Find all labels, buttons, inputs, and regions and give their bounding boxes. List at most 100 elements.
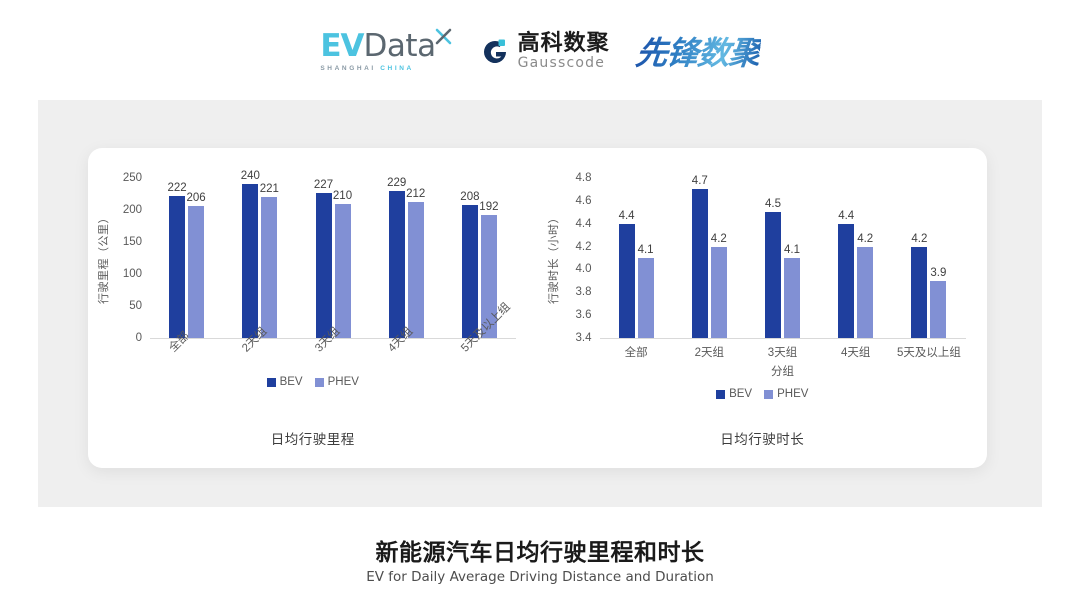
- x-axis-labels: 全部 2天组 3天组 4天组 5天及以上组: [538, 344, 988, 364]
- bar-value-label: 212: [406, 188, 426, 201]
- chart-caption: 日均行驶时长: [720, 432, 805, 447]
- xianfeng-logo: 先锋数聚: [633, 28, 762, 74]
- bar-value-label: 227: [313, 178, 334, 191]
- evdata-logo: EV Data SHANGHAI CHINA: [320, 27, 453, 72]
- bar-value-label: 4.4: [618, 209, 635, 222]
- y-tick-label: 50: [129, 300, 142, 312]
- y-tick-label: 150: [122, 236, 142, 248]
- y-tick-label: 4.0: [575, 263, 592, 276]
- y-tick-label: 0: [135, 332, 142, 344]
- chart-legend: BEV PHEV: [88, 376, 538, 388]
- bar-bev-4: [838, 223, 855, 338]
- y-tick-label: 200: [122, 204, 142, 216]
- evdata-tagline-city: SHANGHAI: [320, 64, 376, 72]
- plot-area-wrapper: 行驶时长（小时） 3.4 3.6 3.8 4.0 4.2 4.4 4.6 4.8 4.4 4.1 4.…: [538, 156, 988, 344]
- charts-row: 行驶里程（公里） 0 50 100 150 200 250 222 206 240 221 227 21…: [88, 148, 987, 468]
- bar-value-label: 208: [460, 190, 480, 203]
- bar-value-label: 206: [186, 192, 206, 205]
- legend-swatch-icon: [764, 389, 774, 399]
- logo-bar: EV Data SHANGHAI CHINA: [0, 22, 1080, 80]
- bar-bev-5: [461, 204, 478, 338]
- bar-bev-5: [911, 246, 928, 338]
- x-tick-label: 5天及以上组: [896, 347, 961, 359]
- x-spark-icon: [434, 27, 454, 47]
- bar-bev-2: [242, 184, 259, 338]
- bar-phev-1: [637, 258, 654, 338]
- legend-swatch-icon: [266, 377, 276, 387]
- gausscode-en-text: Gausscode: [517, 55, 606, 71]
- x-tick-label: 2天组: [694, 347, 724, 359]
- y-tick-label: 4.4: [575, 217, 592, 230]
- legend-label: BEV: [729, 388, 753, 400]
- x-axis-labels: 全部 2天组 3天组 4天组 5天及以上组: [88, 301, 538, 399]
- y-tick-label: 3.6: [575, 309, 592, 322]
- bar-value-label: 4.7: [691, 175, 708, 188]
- legend-swatch-icon: [716, 389, 726, 399]
- legend-item-bev[interactable]: BEV: [266, 376, 303, 388]
- bar-value-label: 4.2: [710, 232, 727, 245]
- evdata-suffix-text: Data: [363, 27, 437, 64]
- chart-caption: 日均行驶里程: [270, 432, 355, 447]
- legend-swatch-icon: [314, 377, 324, 387]
- legend-item-bev[interactable]: BEV: [716, 388, 752, 400]
- bar-value-label: 222: [167, 181, 187, 194]
- bar-phev-3: [784, 258, 800, 338]
- bar-bev-1: [618, 223, 635, 338]
- gausscode-logo: 高科数聚 Gausscode: [480, 32, 610, 70]
- x-tick-label: 4天组: [840, 347, 871, 359]
- bar-value-label: 4.5: [765, 198, 781, 211]
- bar-value-label: 221: [259, 182, 279, 195]
- bar-phev-3: [334, 203, 351, 338]
- bar-bev-4: [388, 191, 405, 338]
- plot-area-wrapper: 行驶里程（公里） 0 50 100 150 200 250 222 206 240 221 227 21…: [88, 156, 538, 344]
- bar-value-label: 3.9: [930, 266, 947, 279]
- legend-label: PHEV: [777, 388, 809, 400]
- x-tick-label: 全部: [624, 347, 648, 359]
- y-tick-label: 4.6: [575, 194, 592, 207]
- evdata-tagline-country: CHINA: [380, 64, 414, 72]
- bar-value-label: 4.1: [637, 244, 654, 256]
- bar-value-label: 192: [479, 201, 499, 214]
- bars-plot-area: 4.4 4.1 4.7 4.2 4.5 4.1 4.4 4.2 4.2 3.9: [599, 175, 966, 339]
- gausscode-g-icon: [480, 36, 511, 67]
- y-tick-label: 4.8: [575, 172, 592, 184]
- legend-label: BEV: [279, 376, 303, 388]
- bar-phev-5: [930, 280, 947, 338]
- evdata-wordmark: EV Data: [320, 27, 453, 64]
- bar-phev-2: [261, 196, 278, 338]
- legend-item-phev[interactable]: PHEV: [764, 388, 808, 400]
- legend-item-phev[interactable]: PHEV: [314, 376, 359, 388]
- charts-card: 行驶里程（公里） 0 50 100 150 200 250 222 206 240 221 227 21…: [88, 148, 987, 468]
- x-axis-title: 分组: [771, 366, 794, 378]
- bar-phev-5: [480, 215, 497, 338]
- bar-bev-3: [765, 212, 781, 338]
- bar-value-label: 240: [240, 170, 260, 183]
- bars-plot-area: 222 206 240 221 227 210 229 212 208 192: [150, 170, 516, 339]
- x-tick-label: 3天组: [767, 347, 798, 359]
- y-tick-label: 250: [122, 172, 142, 184]
- y-axis-title: 行驶时长（小时）: [547, 212, 560, 304]
- y-tick-label: 4.2: [575, 240, 592, 253]
- evdata-tagline: SHANGHAI CHINA: [320, 65, 413, 72]
- chart-1: 行驶里程（公里） 0 50 100 150 200 250 222 206 240 221 227 21…: [88, 148, 538, 468]
- bar-phev-2: [710, 246, 727, 338]
- bar-value-label: 210: [332, 189, 353, 202]
- bar-phev-4: [407, 202, 424, 338]
- evdata-prefix-text: EV: [320, 27, 364, 64]
- y-axis-ticks: 0 50 100 150 200 250: [112, 156, 146, 344]
- bar-phev-1: [188, 206, 205, 338]
- bar-value-label: 4.2: [857, 232, 874, 245]
- y-axis-ticks: 3.4 3.6 3.8 4.0 4.2 4.4 4.6 4.8: [562, 156, 596, 344]
- page-subtitle: EV for Daily Average Driving Distance an…: [366, 569, 714, 585]
- y-tick-label: 3.8: [575, 286, 592, 299]
- bar-bev-1: [169, 195, 186, 338]
- y-tick-label: 100: [122, 268, 142, 280]
- gausscode-text: 高科数聚 Gausscode: [517, 32, 610, 71]
- chart-2: 行驶时长（小时） 3.4 3.6 3.8 4.0 4.2 4.4 4.6 4.8 4.4 4.1 4.…: [538, 148, 988, 468]
- bar-value-label: 4.1: [784, 244, 800, 256]
- y-axis-title: 行驶里程（公里）: [98, 212, 110, 304]
- chart-legend: BEV PHEV: [538, 388, 988, 400]
- y-tick-label: 3.4: [575, 332, 592, 344]
- bar-value-label: 229: [387, 177, 407, 190]
